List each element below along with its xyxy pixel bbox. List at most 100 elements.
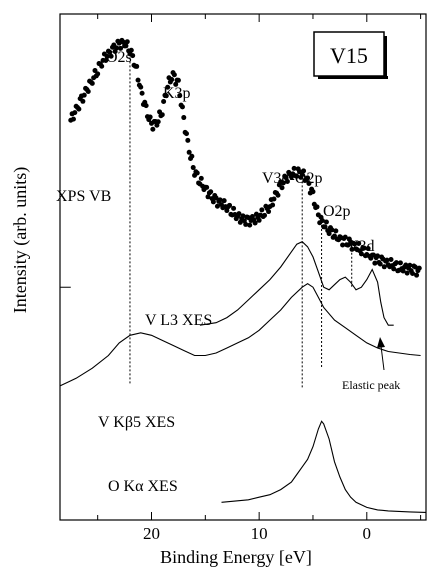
annotation-k3p: K3p [163,85,191,102]
xps-data-point [171,72,177,78]
xps-data-point [323,219,329,225]
annotation-xps-vb: XPS VB [56,188,111,205]
xps-data-point [114,45,120,51]
xps-data-point [118,45,124,51]
x-tick-label: 0 [363,524,372,543]
xps-data-point [217,197,223,203]
v-l3-xes-curve [199,241,394,326]
xps-data-point [372,260,378,266]
annotation-v-l3-xes: V L3 XES [145,312,212,329]
xps-data-point [143,103,149,109]
xps-data-point [204,184,210,190]
xps-data-point [179,104,185,110]
xps-data-point [400,268,406,274]
plot-frame [59,13,427,521]
y-axis-label: Intensity (arb. units) [10,167,31,313]
xps-data-point [279,185,285,191]
xps-data-point [414,272,420,278]
elastic-peak-arrow [377,337,385,371]
v-kb5-xes-curve [59,283,421,387]
xps-data-point [416,265,422,271]
xps-data-point [410,270,416,276]
xps-data-point [205,194,211,200]
xps-data-point [361,245,367,251]
xps-data-point [161,98,167,104]
xps-data-point [99,63,105,69]
xps-data-point [240,213,246,219]
xps-data-point [381,264,387,270]
xps-data-point [352,241,358,247]
xps-data-point [210,199,216,205]
xps-data-point [92,68,98,74]
xps-data-point [393,260,399,266]
xps-data-point [294,173,300,179]
xps-data-point [181,115,187,121]
xps-data-point [333,228,339,234]
x-axis-ticks: 20 10 0 [97,14,422,543]
xps-data-point [310,189,316,195]
xps-data-point [284,178,290,184]
xps-data-point [319,218,325,224]
xps-data-point [70,116,76,122]
xps-data-point [349,246,355,252]
xps-data-point [81,92,87,98]
xps-data-point [377,261,383,267]
xps-data-point [301,168,307,174]
xps-data-point [305,175,311,181]
xps-data-point [189,153,195,159]
xps-data-point [375,253,381,259]
x-tick-label: 20 [143,524,160,543]
xps-data-point [185,137,191,143]
xps-data-point [358,251,364,257]
xps-data-point [259,207,265,213]
xps-data-point [236,211,242,217]
annotation-o2p: O2p [323,203,351,220]
annotation-elastic-peak: Elastic peak [342,378,400,392]
xps-data-point [397,260,403,266]
xps-data-point [147,114,153,120]
guide-lines [129,49,353,389]
xps-data-point [306,180,312,186]
xps-data-point [120,39,126,45]
annotation-v-kb5-xes: V Kβ5 XES [98,414,175,431]
xps-data-point [72,110,78,116]
xps-data-point [224,208,230,214]
xps-data-point [123,43,129,49]
series-layer [59,37,427,513]
xps-data-point [291,165,297,171]
xps-data-point [76,106,82,112]
annotation-v3d: V3d [347,238,375,255]
xps-data-point [183,131,189,137]
xps-data-point [237,219,243,225]
xps-data-point [190,165,196,171]
xps-data-point [177,93,183,99]
xps-data-point [227,202,233,208]
xps-data-point [384,257,390,263]
x-axis-label: Binding Energy [eV] [160,547,312,567]
xps-data-point [391,266,397,272]
xps-data-point [163,93,169,99]
xps-data-point [247,222,253,228]
xps-data-point [326,231,332,237]
xps-data-point [213,195,219,201]
xps-data-point [270,202,276,208]
xps-data-point [256,217,262,223]
xps-data-point [407,262,413,268]
xps-data-point [155,119,161,125]
xps-data-point [150,126,156,132]
annotation-o2s: O2s [106,49,132,66]
xps-data-point [280,180,286,186]
xps-data-point [135,77,141,83]
xps-data-point [365,246,371,252]
xps-data-point [214,203,220,209]
xps-data-point [388,257,394,263]
xps-data-point [85,88,91,94]
xps-data-point [314,204,320,210]
xps-data-point [108,53,114,59]
annotation-o-ka-xes: O Kα XES [108,478,178,495]
xps-data-point [95,71,101,77]
annotation-v3d-o2p: V3d-O2p [262,170,322,187]
xps-data-point [275,192,281,198]
xps-data-point [271,196,277,202]
